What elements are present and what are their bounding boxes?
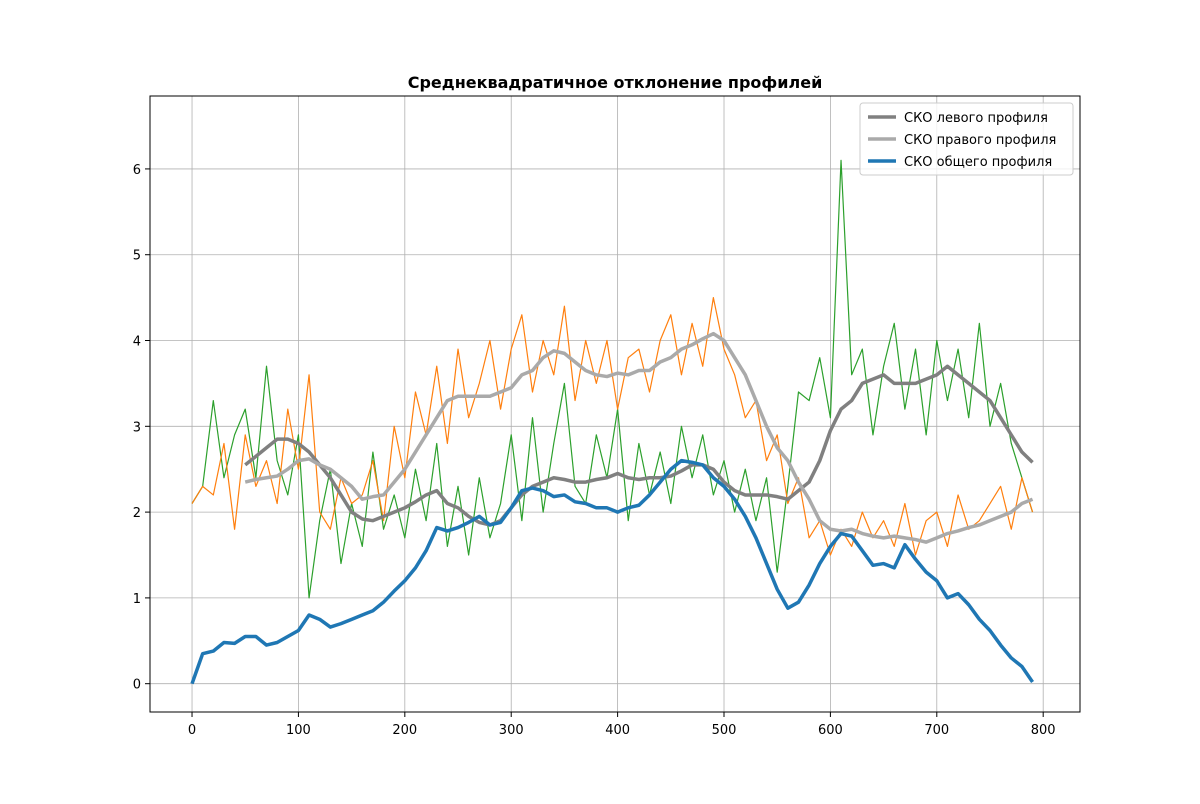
x-tick-label: 500 [712,723,737,738]
legend-box [859,102,1074,176]
y-tick-label: 5 [133,249,141,264]
x-tick-label: 600 [818,723,843,738]
y-tick-label: 6 [133,163,141,178]
x-tick-label: 800 [1031,723,1056,738]
y-tick-label: 4 [133,335,141,350]
data-line [191,159,1034,599]
legend-label: СКО левого профиля [904,111,1048,126]
plot-frame [149,95,1081,713]
legend-label: СКО общего профиля [904,155,1052,170]
x-tick-label: 100 [286,723,311,738]
x-tick-label: 300 [499,723,524,738]
y-tick-label: 3 [133,420,141,435]
chart-title: Среднеквадратичное отклонение профилей [408,73,823,92]
y-tick-label: 1 [133,592,141,607]
y-tick-label: 2 [133,506,141,521]
data-line [244,364,1034,527]
data-line [190,458,1034,685]
legend-label: СКО правого профиля [904,133,1056,148]
x-tick-label: 0 [188,723,196,738]
data-line [244,331,1034,544]
x-tick-label: 400 [605,723,630,738]
y-tick-label: 0 [133,678,141,693]
x-tick-label: 200 [392,723,417,738]
x-tick-label: 700 [924,723,949,738]
